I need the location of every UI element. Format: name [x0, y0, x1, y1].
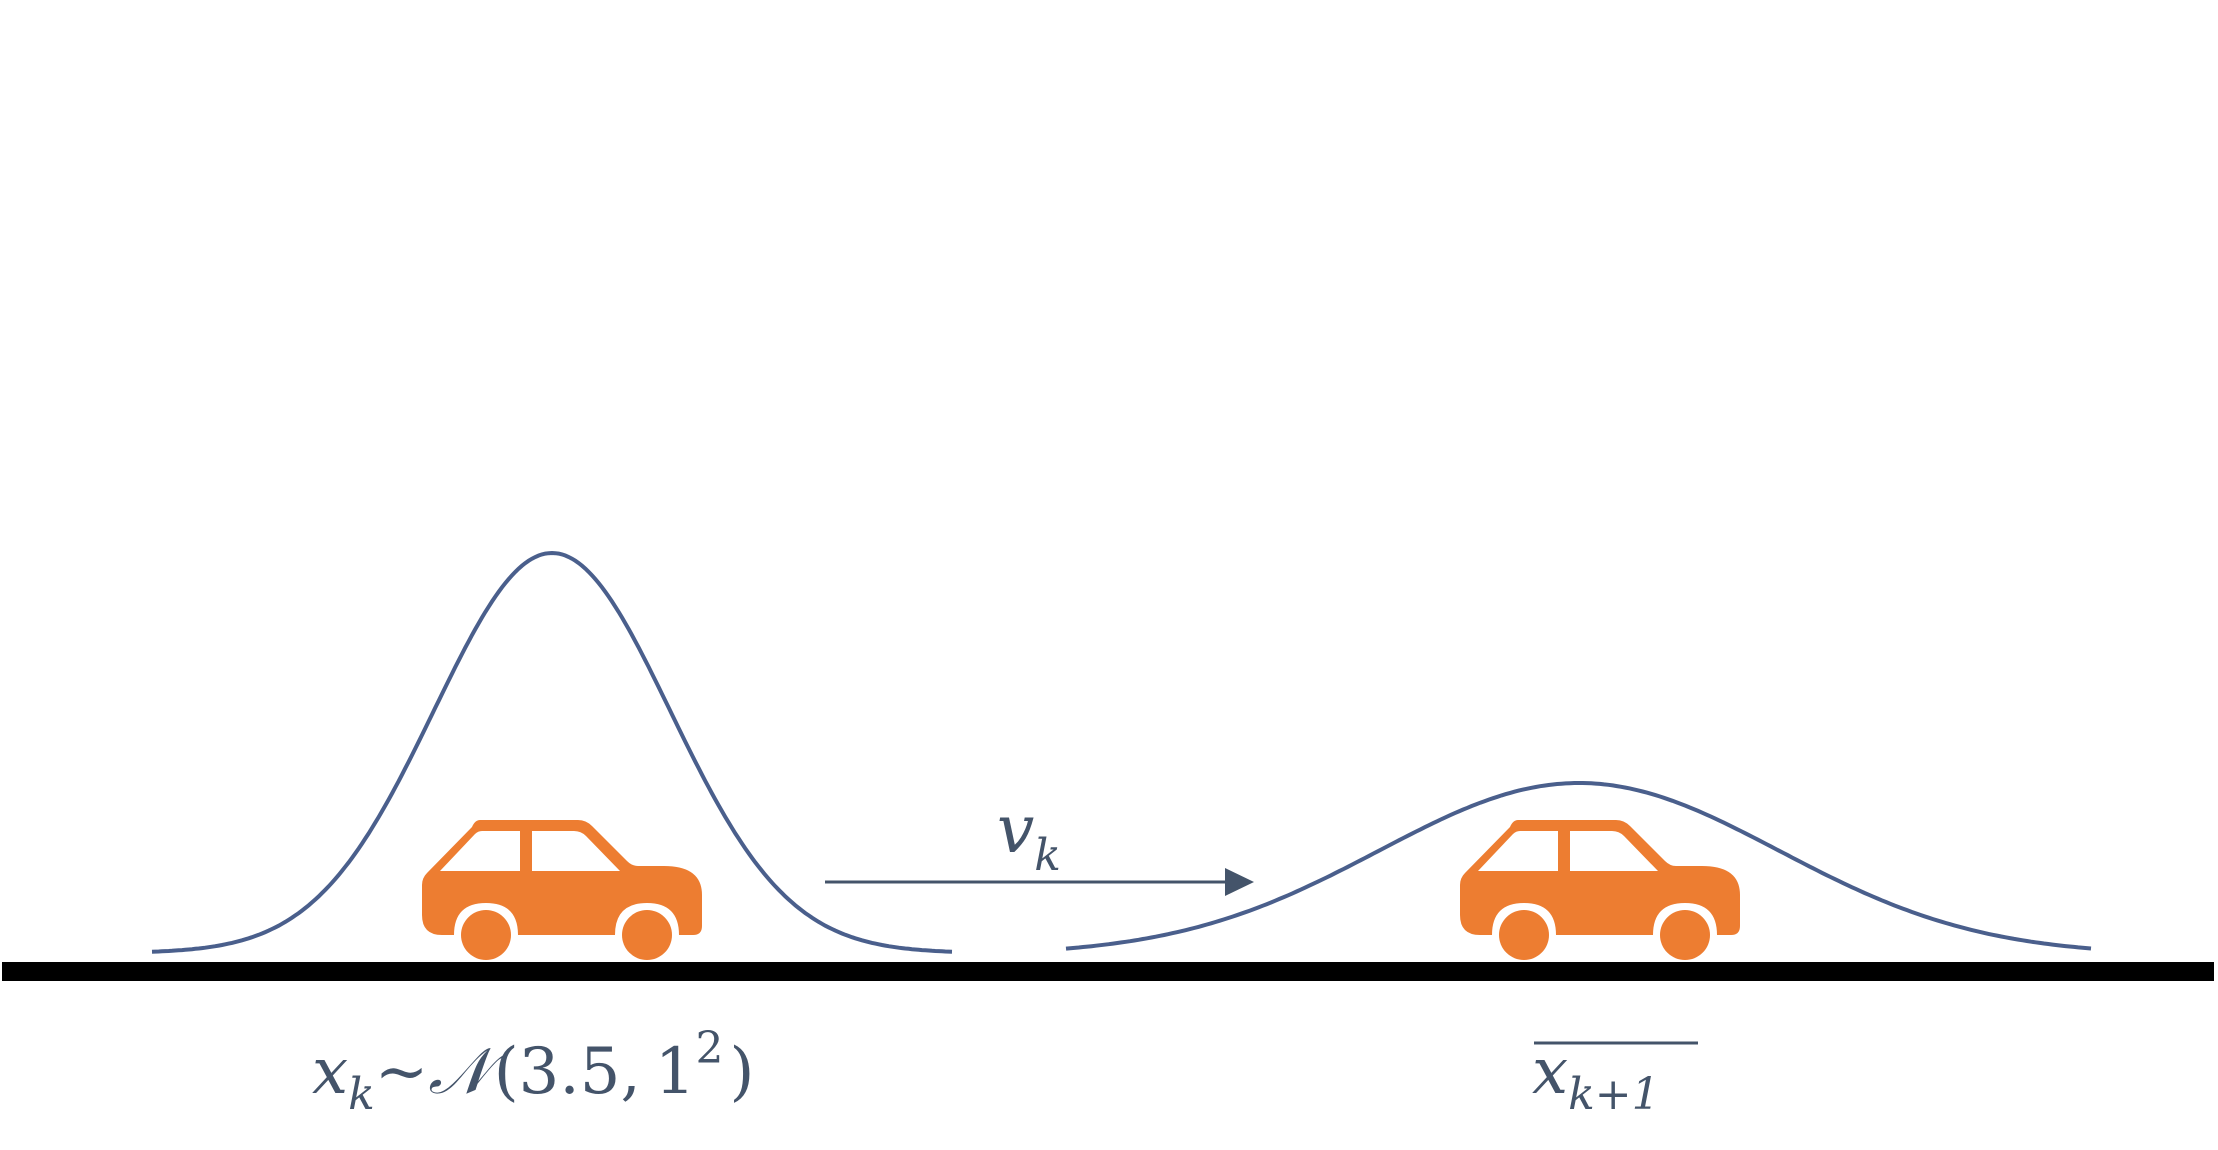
- car-wheel-rear: [461, 910, 511, 960]
- prior-mean-value: 3.5: [519, 1035, 621, 1109]
- car-wheel-front: [1660, 910, 1710, 960]
- velocity-subscript: k: [1034, 830, 1061, 881]
- prior-distribution-label: xk~𝒩(3.5, 12): [312, 1023, 754, 1120]
- car-wheel-rear: [1499, 910, 1549, 960]
- prior-variance-base: 1: [655, 1035, 696, 1109]
- car-body: [1460, 820, 1740, 935]
- car-wheel-front: [622, 910, 672, 960]
- predicted-distribution-curve: [1065, 781, 2092, 951]
- prior-state-subscript: k: [348, 1069, 375, 1120]
- tilde-symbol: ~: [375, 1035, 429, 1109]
- predicted-state-symbol: x: [1532, 1035, 1568, 1109]
- predicted-state-label: xk+1: [1532, 1035, 1660, 1120]
- velocity-label: vk: [997, 791, 1061, 881]
- arrow-head-icon: [1225, 868, 1254, 896]
- prior-distribution-curve: [151, 550, 953, 954]
- car-body: [422, 820, 702, 935]
- predicted-state-subscript: k+1: [1568, 1069, 1660, 1120]
- close-paren: ): [730, 1035, 755, 1109]
- comma: ,: [620, 1035, 640, 1109]
- car-icon: [1460, 820, 1740, 960]
- open-paren: (: [494, 1035, 519, 1109]
- velocity-symbol: v: [997, 791, 1034, 868]
- car-icon: [422, 820, 702, 960]
- ground-line: [2, 962, 2214, 981]
- prior-state-symbol: x: [312, 1035, 348, 1109]
- prior-variance-exponent: 2: [696, 1023, 724, 1074]
- velocity-arrow: [825, 868, 1254, 896]
